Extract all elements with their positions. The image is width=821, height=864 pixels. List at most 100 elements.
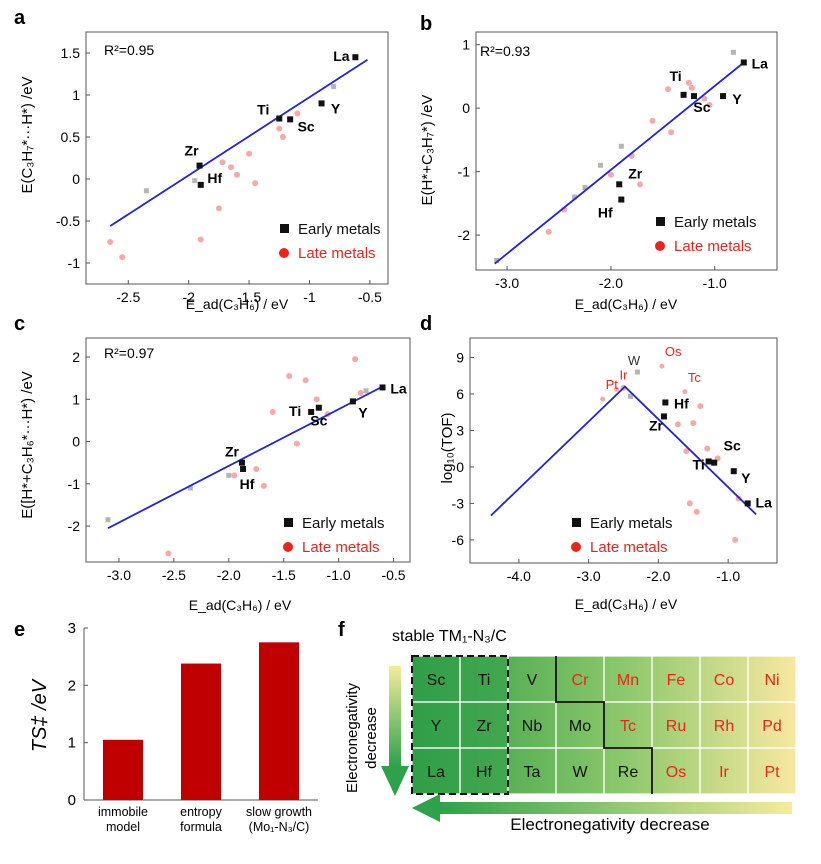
bar-category-label: (Mo₁-N₃/C) [249,820,310,834]
stable-region-outline [411,655,509,795]
element-symbol: Nb [522,718,543,735]
element-symbol: W [572,764,588,781]
early-faint-point [363,388,369,394]
bar-category-label: formula [180,820,222,834]
y-tick-label: 0 [72,171,80,187]
early-metal-label: Ti [669,68,681,84]
element-symbol: Fe [667,672,686,689]
late-metal-label: Os [665,344,682,359]
late-metal-label: Ir [620,367,629,382]
bar-category-label: immobile [98,805,148,819]
y-tick-label: -1 [68,476,81,492]
y-tick-label: 0 [72,434,80,450]
x-tick-label: -1.0 [716,568,740,584]
panel-label: d [420,313,432,335]
panel-label: b [420,13,432,35]
late-metal-point [607,171,614,178]
vertical-arrow-head [381,766,409,796]
legend-early-marker [656,217,665,226]
element-symbol: Os [666,764,686,781]
late-metal-point [649,117,656,124]
y-tick-label: 0 [456,459,464,475]
late-metal-point [690,420,697,427]
late-metal-point [352,356,359,363]
x-tick-label: -2.0 [599,275,623,291]
x-tick-label: -1.5 [237,289,261,305]
early-metal-label: Zr [649,417,664,433]
vertical-axis-label-line-2: decrease [363,707,380,769]
early-faint-point [105,517,111,523]
element-symbol: Rh [714,718,734,735]
early-faint-point [598,162,604,168]
early-faint-point [226,472,232,478]
early-metal-point [238,459,245,466]
legend-late-label: Late metals [302,539,380,556]
y-tick-label: 2 [72,349,80,365]
late-metal-point [357,389,364,396]
panel-b: b E(H*+C₃H₇*) /eV E_ad(C₃H₆) / eV R²=0.9… [419,13,778,312]
early-metal-point [680,91,687,98]
x-axis-label: E_ad(C₃H₆) / eV [186,296,289,312]
vertical-arrow-shaft [389,666,401,766]
late-metal-point [732,536,739,543]
y-axis-label: E(C₃H₇*···H*) /eV [19,76,36,193]
legend-late-marker [279,248,289,258]
early-metal-label: Sc [724,438,741,454]
element-symbol: Re [618,764,639,781]
late-metal-point [701,95,708,102]
x-tick-label: -3.0 [495,275,519,291]
early-metal-label: Hf [207,170,222,186]
panel-label: c [14,313,25,335]
bar-category-label: entropy [180,805,222,819]
early-metal-point [744,500,751,507]
panel-c: c E([H*+C₃H₆*···H*) /eV E_ad(C₃H₆) / eV … [14,313,411,613]
panel-label: f [338,619,345,641]
late-metal-point [682,389,688,395]
y-tick-label: -1 [458,164,471,180]
early-faint-point [582,184,588,190]
early-metal-label: La [390,380,407,396]
x-tick-label: -1 [303,289,316,305]
faint-metal-label: W [628,353,641,368]
panel-label: a [14,7,26,29]
y-axis-label: E([H*+C₃H₆*···H*) /eV [19,371,36,519]
early-metal-point [352,54,359,61]
x-tick-label: -0.5 [381,567,405,583]
x-tick-label: -2.0 [646,568,670,584]
early-metal-point [240,466,247,473]
y-tick-label: -2 [68,518,81,534]
early-faint-point [572,194,578,200]
y-tick-label: 1 [72,87,80,103]
element-symbol: Pt [764,764,780,781]
late-metal-point [302,377,309,384]
late-metal-point [293,440,300,447]
early-metal-label: Y [741,470,751,486]
bar [259,642,299,800]
early-metal-label: Sc [310,413,327,429]
early-metal-point [660,413,667,420]
element-symbol: Cr [572,672,590,689]
late-metal-point [313,396,320,403]
legend-early-label: Early metals [590,515,673,532]
late-metal-point [219,159,226,166]
element-symbol: Ti [478,672,491,689]
legend-early-marker [572,518,581,527]
late-metal-point [693,508,700,515]
late-metal-point [706,101,713,108]
element-symbol: Co [714,672,735,689]
early-faint-point [730,49,736,55]
early-metal-point [276,115,283,122]
x-tick-label: -3.0 [107,567,131,583]
plot-frame [85,31,389,285]
early-faint-point [618,143,624,149]
legend-late-label: Late metals [674,238,752,255]
legend-early-marker [280,224,289,233]
early-metal-point [711,459,718,466]
panel-d: d log₁₀(TOF) E_ad(C₃H₆) / eV -4.0 -3.0 -2.… [420,313,778,612]
fit-line [490,385,757,517]
legend-late-label: Late metals [298,245,376,262]
fit-line [107,385,383,529]
late-metal-point [234,171,240,178]
late-metal-point [685,79,692,86]
